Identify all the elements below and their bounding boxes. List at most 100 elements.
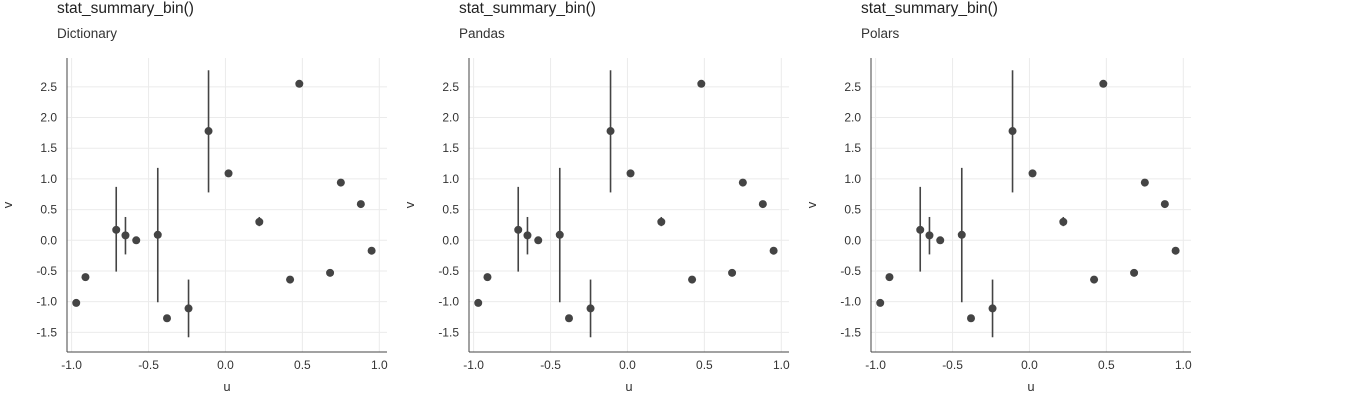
data-point (626, 169, 635, 178)
data-point (112, 225, 121, 234)
scatter-plot: -1.5 -1.0 -0.5 0.0 0.5 1.0 1.5 2.0 2.5 -1.0 -0.5 0.… (402, 58, 790, 394)
data-point (153, 230, 162, 239)
chart-panel-pandas: stat_summary_bin() Pandas -1.5 -1.0 -0.5 0.… (402, 0, 802, 400)
x-tick-label: -1.0 (865, 358, 886, 372)
x-tick-label: 1.0 (773, 358, 790, 372)
y-tick-label: -0.5 (36, 264, 57, 278)
data-point (688, 275, 697, 284)
y-tick-label: 2.0 (844, 111, 861, 125)
x-tick-label: 0.0 (1021, 358, 1038, 372)
data-point (967, 314, 975, 323)
data-point (356, 200, 365, 209)
y-tick-label: -1.0 (438, 295, 459, 309)
chart-subtitle: Pandas (459, 26, 505, 41)
data-point (565, 314, 573, 323)
data-point (1130, 268, 1139, 277)
y-tick-label: -1.5 (438, 325, 459, 339)
data-point (132, 236, 141, 245)
data-point (1008, 127, 1017, 136)
data-point (1090, 275, 1099, 284)
x-axis-label: u (223, 379, 230, 394)
y-tick-label: 0.5 (442, 203, 459, 217)
y-tick-label: 1.5 (442, 141, 459, 155)
data-point (483, 273, 492, 282)
x-tick-label: 0.0 (619, 358, 636, 372)
chart-subtitle: Dictionary (57, 26, 118, 41)
data-point (728, 268, 737, 277)
x-tick-label: -1.0 (61, 358, 82, 372)
y-tick-label: 2.5 (40, 80, 57, 94)
y-tick-label: 2.0 (40, 111, 57, 125)
data-point (326, 268, 335, 277)
y-tick-label: 2.5 (442, 80, 459, 94)
chart-panel-dictionary: stat_summary_bin() Dictionary -1.5 -1.0 -0… (0, 0, 400, 400)
data-point (925, 231, 934, 240)
chart-title: stat_summary_bin() (57, 0, 194, 17)
y-tick-label: -0.5 (438, 264, 459, 278)
data-point (697, 79, 706, 88)
data-point (204, 127, 213, 136)
y-tick-label: 1.0 (844, 172, 861, 186)
data-point (1160, 200, 1169, 209)
data-point (367, 246, 376, 255)
y-tick-label: -1.0 (36, 295, 57, 309)
data-point (224, 169, 233, 178)
chart-title: stat_summary_bin() (459, 0, 596, 17)
x-tick-label: 1.0 (371, 358, 388, 372)
data-point (586, 304, 595, 313)
y-tick-label: -0.5 (840, 264, 861, 278)
data-point (606, 127, 615, 136)
data-point (657, 217, 666, 226)
x-tick-label: -0.5 (942, 358, 963, 372)
y-tick-label: -1.5 (36, 325, 57, 339)
data-point (738, 178, 747, 187)
data-point (1059, 217, 1068, 226)
x-tick-label: -0.5 (138, 358, 159, 372)
scatter-plot: -1.5 -1.0 -0.5 0.0 0.5 1.0 1.5 2.0 2.5 -1.0 -0.5 0.… (0, 58, 388, 394)
data-point (758, 200, 767, 209)
data-point (1171, 246, 1180, 255)
data-point (286, 275, 295, 284)
data-point (336, 178, 345, 187)
x-axis-label: u (1027, 379, 1034, 394)
x-tick-label: 0.5 (294, 358, 311, 372)
chart-panel-polars: stat_summary_bin() Polars -1.5 -1.0 -0.5 0.… (804, 0, 1204, 400)
x-tick-label: -1.0 (463, 358, 484, 372)
y-tick-label: 2.5 (844, 80, 861, 94)
data-point (81, 273, 90, 282)
data-point (72, 298, 81, 307)
data-point (255, 217, 264, 226)
x-axis-label: u (625, 379, 632, 394)
x-tick-label: 1.0 (1175, 358, 1192, 372)
data-point (1140, 178, 1149, 187)
data-point (523, 231, 532, 240)
y-tick-label: -1.0 (840, 295, 861, 309)
y-tick-label: 2.0 (442, 111, 459, 125)
data-point (534, 236, 543, 245)
data-point (555, 230, 564, 239)
data-point (163, 314, 171, 323)
data-point (769, 246, 778, 255)
data-point (988, 304, 997, 313)
data-point (121, 231, 130, 240)
data-point (474, 298, 483, 307)
x-tick-label: 0.5 (696, 358, 713, 372)
chart-subtitle: Polars (861, 26, 900, 41)
data-point (936, 236, 945, 245)
data-point (295, 79, 304, 88)
scatter-plot: -1.5 -1.0 -0.5 0.0 0.5 1.0 1.5 2.0 2.5 -1.0 -0.5 0.… (804, 58, 1192, 394)
x-tick-label: 0.0 (217, 358, 234, 372)
y-tick-label: -1.5 (840, 325, 861, 339)
y-tick-label: 1.5 (40, 141, 57, 155)
chart-title: stat_summary_bin() (861, 0, 998, 17)
data-point (957, 230, 966, 239)
y-tick-label: 0.0 (844, 233, 861, 247)
data-point (184, 304, 193, 313)
data-point (885, 273, 894, 282)
y-tick-label: 1.5 (844, 141, 861, 155)
y-tick-label: 0.5 (40, 203, 57, 217)
y-tick-label: 0.5 (844, 203, 861, 217)
y-tick-label: 0.0 (40, 233, 57, 247)
y-axis-label: v (0, 201, 15, 208)
data-point (916, 225, 925, 234)
